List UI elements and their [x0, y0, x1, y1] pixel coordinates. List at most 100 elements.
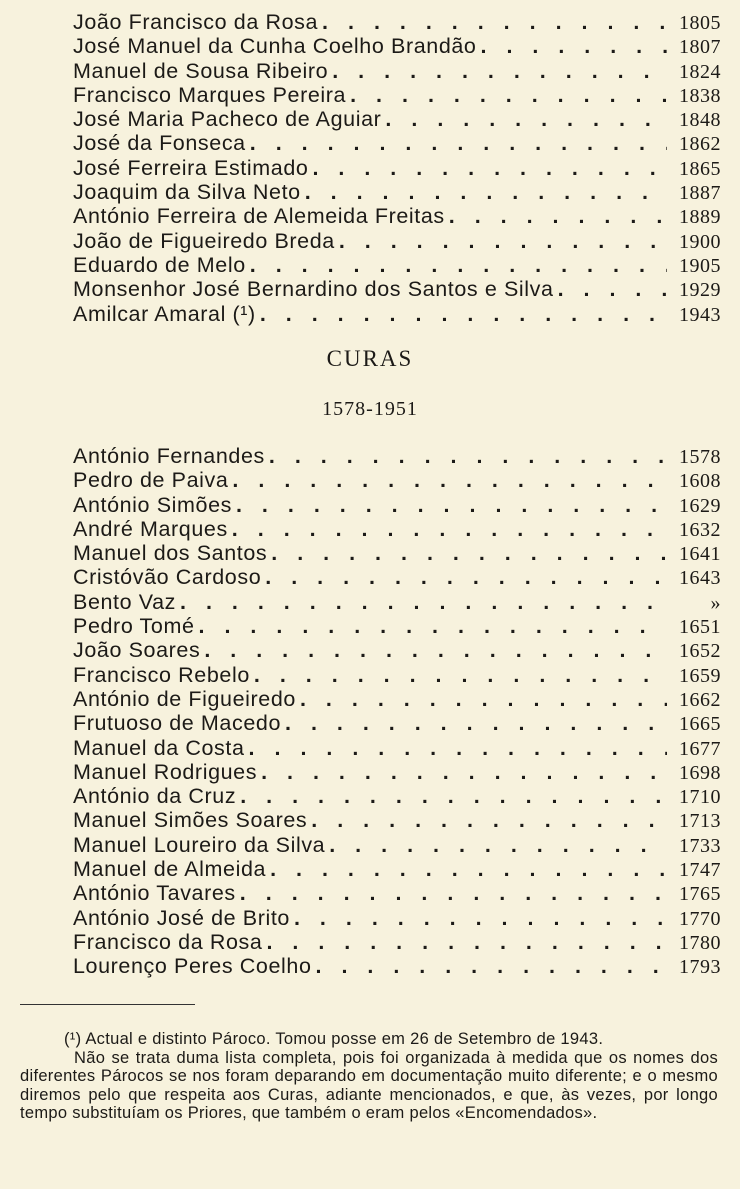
list-item: Manuel Loureiro da Silva 1733: [73, 833, 721, 857]
year: 1780: [679, 931, 721, 954]
list-item: António Fernandes 1578: [73, 444, 721, 468]
dot-leader: [254, 663, 667, 687]
footnotes: (¹) Actual e distinto Pároco. Tomou poss…: [20, 1030, 718, 1123]
dot-leader: [250, 253, 667, 277]
dot-leader: [250, 131, 667, 155]
list-item: Lourenço Peres Coelho 1793: [73, 954, 721, 978]
list-item: Pedro de Paiva 1608: [73, 468, 721, 492]
person-name: Monsenhor José Bernardino dos Santos e S…: [73, 277, 554, 302]
dot-leader: [339, 229, 667, 253]
section-date-range: 1578-1951: [322, 398, 418, 420]
year: 1805: [679, 12, 721, 34]
list-item: António de Figueiredo 1662: [73, 687, 721, 711]
list-item: António Ferreira de Alemeida Freitas 1889: [73, 204, 721, 228]
dot-leader: [180, 590, 667, 614]
year: 1887: [679, 182, 721, 205]
year: 1807: [679, 36, 721, 59]
list-item: Francisco Marques Pereira 1838: [73, 83, 721, 107]
list-item: Frutuoso de Macedo 1665: [73, 711, 721, 735]
dot-leader: [199, 614, 667, 638]
list-item: Joaquim da Silva Neto 1887: [73, 180, 721, 204]
year: 1793: [679, 956, 721, 979]
dot-leader: [261, 760, 667, 784]
dot-leader: [385, 107, 667, 131]
dot-leader: [269, 444, 667, 468]
list-item: José Manuel da Cunha Coelho Brandão 1807: [73, 34, 721, 58]
person-name: João Soares: [73, 638, 201, 663]
year: 1662: [679, 688, 721, 711]
person-name: Amilcar Amaral (¹): [73, 301, 256, 326]
dot-leader: [232, 517, 667, 541]
year: 1643: [679, 567, 721, 590]
person-name: Bento Vaz: [73, 589, 177, 614]
year: 1677: [679, 737, 721, 760]
person-name: António Tavares: [73, 881, 236, 906]
person-name: José da Fonseca: [73, 131, 246, 156]
year: 1848: [679, 109, 721, 132]
year: 1713: [679, 810, 721, 833]
year: 1632: [679, 518, 721, 541]
dot-leader: [270, 857, 667, 881]
person-name: António de Figueiredo: [73, 686, 296, 711]
person-name: Manuel de Sousa Ribeiro: [73, 58, 329, 83]
list-item: Bento Vaz »: [73, 590, 721, 614]
year: 1629: [679, 494, 721, 517]
year: 1665: [679, 713, 721, 736]
dot-leader: [305, 180, 667, 204]
person-name: Francisco da Rosa: [73, 929, 263, 954]
dot-leader: [332, 59, 667, 83]
person-name: António Fernandes: [73, 444, 265, 468]
year: 1905: [679, 254, 721, 277]
list-item: António José de Brito 1770: [73, 906, 721, 930]
list-item: Cristóvão Cardoso 1643: [73, 565, 721, 589]
dot-leader: [322, 10, 667, 34]
person-name: Francisco Rebelo: [73, 662, 250, 687]
person-name: António Ferreira de Alemeida Freitas: [73, 204, 445, 229]
year: 1770: [679, 907, 721, 930]
dot-leader: [312, 156, 667, 180]
dot-leader: [311, 808, 667, 832]
dot-leader: [240, 881, 667, 905]
year: 1641: [679, 543, 721, 566]
person-name: António Simões: [73, 492, 232, 517]
person-name: Cristóvão Cardoso: [73, 565, 262, 590]
person-name: António José de Brito: [73, 905, 290, 930]
dot-leader: [260, 302, 667, 326]
section-title: CURAS: [326, 346, 414, 371]
dot-leader: [249, 736, 667, 760]
year: »: [710, 591, 721, 614]
dot-leader: [449, 204, 667, 228]
list-item: Eduardo de Melo 1905: [73, 253, 721, 277]
list-item: Manuel da Costa 1677: [73, 736, 721, 760]
footnote-2: Não se trata duma lista completa, pois f…: [20, 1048, 718, 1123]
list-item: Manuel dos Santos 1641: [73, 541, 721, 565]
year: 1747: [679, 859, 721, 882]
person-name: José Manuel da Cunha Coelho Brandão: [73, 34, 477, 59]
dot-leader: [329, 833, 667, 857]
person-name: André Marques: [73, 516, 228, 541]
list-item: Manuel Rodrigues 1698: [73, 760, 721, 784]
dot-leader: [350, 83, 667, 107]
list-item: Pedro Tomé 1651: [73, 614, 721, 638]
list-item: José da Fonseca 1862: [73, 131, 721, 155]
person-name: Eduardo de Melo: [73, 252, 246, 277]
person-name: José Ferreira Estimado: [73, 155, 309, 180]
person-name: Manuel Rodrigues: [73, 759, 258, 784]
list-item: Francisco Rebelo 1659: [73, 663, 721, 687]
year: 1608: [679, 470, 721, 493]
person-name: Manuel Simões Soares: [73, 808, 308, 833]
dot-leader: [481, 34, 668, 58]
person-name: José Maria Pacheco de Aguiar: [73, 107, 382, 132]
person-name: Lourenço Peres Coelho: [73, 954, 312, 979]
year: 1929: [679, 279, 721, 302]
year: 1824: [679, 60, 721, 83]
list-item: André Marques 1632: [73, 517, 721, 541]
dot-leader: [271, 541, 667, 565]
dot-leader: [240, 784, 667, 808]
list-item: Manuel de Almeida 1747: [73, 857, 721, 881]
year: 1659: [679, 664, 721, 687]
dot-leader: [236, 493, 667, 517]
year: 1865: [679, 157, 721, 180]
person-name: Manuel da Costa: [73, 735, 245, 760]
dot-leader: [265, 565, 667, 589]
